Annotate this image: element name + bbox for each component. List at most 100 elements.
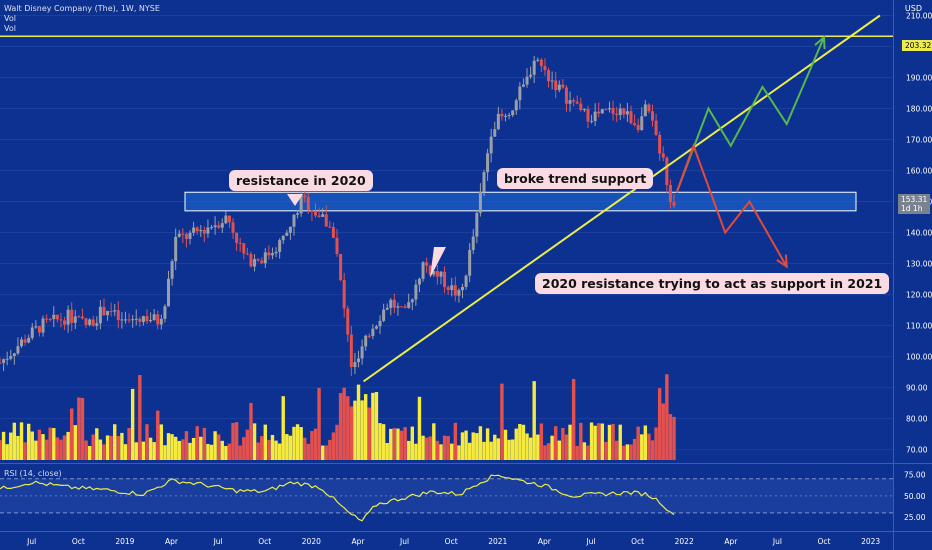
y-tick-label: 210.00 <box>906 12 932 21</box>
volume-bar <box>19 422 24 460</box>
candle <box>468 249 472 276</box>
volume-bar <box>374 392 379 460</box>
volume-bar <box>528 437 533 460</box>
candle <box>184 234 188 239</box>
candle <box>604 109 608 111</box>
volume-bar <box>464 430 468 460</box>
vol-legend[interactable]: Vol <box>4 14 16 23</box>
volume-bar <box>371 392 375 460</box>
candle <box>231 222 235 233</box>
candle <box>360 346 364 359</box>
candle <box>357 358 361 363</box>
candle <box>52 314 56 320</box>
candle <box>658 134 662 154</box>
volume-bar <box>270 434 275 460</box>
callout-broke-trend[interactable]: broke trend support <box>497 168 654 189</box>
volume-bars <box>0 374 676 460</box>
volume-bar <box>564 434 569 460</box>
volume-bar <box>478 426 483 460</box>
candle <box>550 80 554 82</box>
candle <box>464 275 468 287</box>
candle <box>607 108 611 110</box>
volume-bar <box>421 435 425 460</box>
candle <box>113 310 117 312</box>
candle <box>77 316 81 318</box>
callout-resistance-2020[interactable]: resistance in 2020 <box>229 170 373 191</box>
candle <box>296 213 300 215</box>
volume-bar <box>227 443 232 460</box>
vol-legend[interactable]: Vol <box>4 24 16 33</box>
candle <box>109 311 113 313</box>
candle <box>475 212 479 237</box>
volume-bar <box>335 424 339 460</box>
candle <box>407 302 411 308</box>
volume-bar <box>399 430 404 460</box>
candle <box>410 299 414 303</box>
y-tick-label: 110.00 <box>906 322 932 331</box>
volume-bar <box>338 393 343 460</box>
candle <box>457 290 461 296</box>
projection-down-arrowhead <box>776 254 788 269</box>
candle <box>260 260 264 264</box>
candle <box>661 153 665 158</box>
candle <box>192 227 196 233</box>
volume-bar <box>166 433 171 460</box>
volume-bar <box>525 433 529 460</box>
candle <box>235 232 239 244</box>
candle <box>227 215 231 223</box>
volume-bar <box>568 424 572 460</box>
candle <box>324 214 328 227</box>
volume-bar <box>59 439 63 460</box>
volume-bar <box>102 444 106 460</box>
candle <box>170 261 174 279</box>
volume-bar <box>593 425 597 460</box>
candle <box>579 103 583 110</box>
volume-bar <box>181 439 185 460</box>
candle <box>138 318 142 322</box>
candle <box>238 243 242 245</box>
callout-pointer <box>287 194 303 206</box>
candle <box>586 109 590 122</box>
volume-bar <box>356 384 361 460</box>
volume-bar <box>238 445 242 460</box>
volume-bar <box>510 439 515 460</box>
callout-support-2021[interactable]: 2020 resistance trying to act as support… <box>535 273 890 294</box>
volume-bar <box>281 396 285 460</box>
volume-bar <box>263 424 268 460</box>
volume-bar <box>521 424 526 460</box>
volume-bar <box>285 434 289 460</box>
y-tick-label: 70.00 <box>906 446 928 455</box>
candle <box>91 319 95 326</box>
volume-bar <box>661 403 665 460</box>
volume-bar <box>496 438 501 460</box>
volume-bar <box>342 387 346 460</box>
candle <box>45 318 49 320</box>
candle <box>600 109 604 114</box>
symbol-title[interactable]: Walt Disney Company (The), 1W, NYSE <box>4 4 160 13</box>
rsi-tick-label: 50.00 <box>904 492 926 501</box>
volume-bar <box>313 428 318 460</box>
candle <box>270 253 274 256</box>
candle <box>98 306 102 324</box>
volume-bar <box>489 441 493 460</box>
volume-bar <box>310 431 314 460</box>
volume-bar <box>500 383 504 460</box>
candle <box>70 309 74 323</box>
volume-bar <box>586 445 590 460</box>
volume-bar <box>256 442 260 460</box>
candle <box>364 335 368 347</box>
candle <box>73 316 77 323</box>
candle <box>12 353 16 357</box>
volume-bar <box>407 440 411 460</box>
volume-bar <box>292 426 296 460</box>
volume-bar <box>600 423 605 460</box>
candle <box>367 335 371 337</box>
volume-bar <box>507 439 511 460</box>
candle <box>568 100 572 104</box>
volume-bar <box>636 426 640 460</box>
volume-bar <box>48 427 52 460</box>
candle <box>378 320 382 327</box>
volume-bar <box>1 431 6 460</box>
candle <box>525 76 529 85</box>
